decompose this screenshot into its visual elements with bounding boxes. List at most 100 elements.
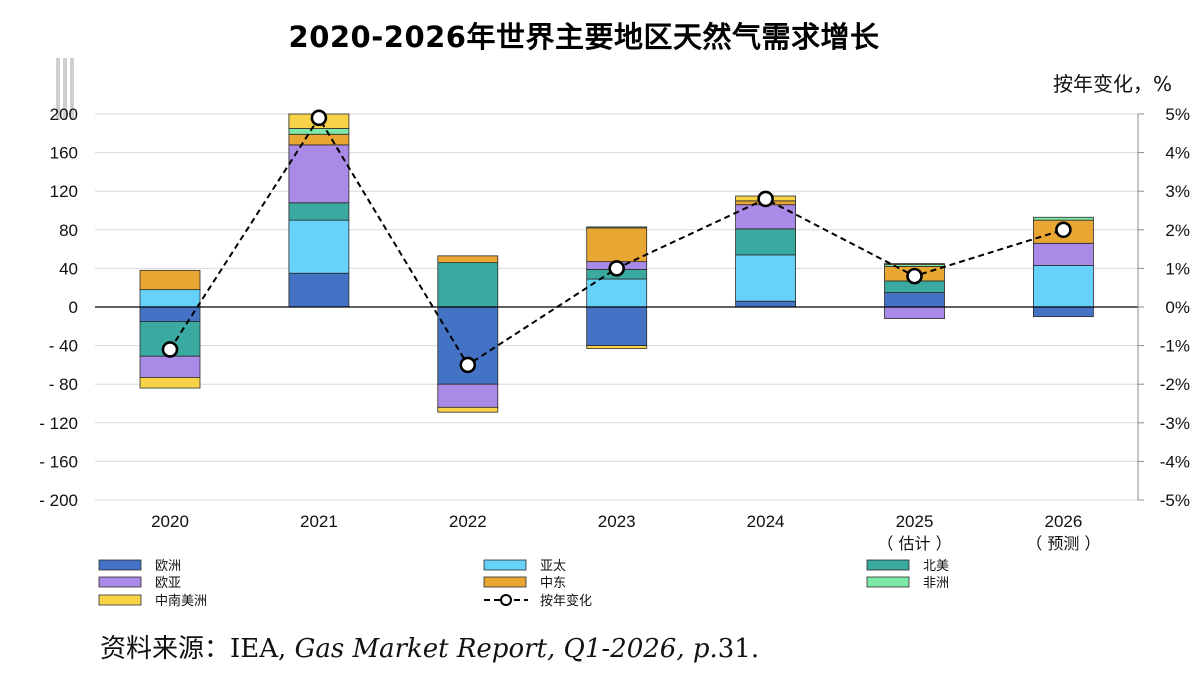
gridlines (56, 58, 1138, 501)
decor-stripe-1 (63, 58, 67, 120)
bar-segment-2022-中东 (437, 255, 499, 264)
bar-segment-2020-中东 (139, 269, 201, 291)
chart-title: 2020-2026年世界主要地区天然气需求增长 (288, 20, 880, 54)
bar-segment-2023-亚太 (586, 278, 648, 308)
legend-swatch-亚太 (483, 559, 527, 571)
legend-label-非洲: 非洲 (923, 576, 949, 591)
x-tick-label: 2024 (747, 512, 785, 531)
bar-segment-2023-中南美洲 (586, 345, 648, 349)
legend-label-北美: 北美 (923, 559, 949, 574)
y2-tick-label: 2% (1165, 221, 1190, 240)
source-prefix: 资料来源：IEA, (100, 634, 295, 664)
legend-label-亚太: 亚太 (540, 559, 566, 574)
yoy-point-2026 (1055, 221, 1072, 239)
x-tick-label: 2020 (151, 512, 189, 531)
y-tick-label: - 160 (39, 452, 78, 471)
legend-label-中南美洲: 中南美洲 (155, 593, 207, 609)
y2-tick-label: 4% (1165, 144, 1190, 163)
yoy-point-2025 (906, 267, 923, 285)
yoy-point-2022 (459, 356, 477, 374)
axes (95, 113, 1144, 501)
x-tick-label: 2022 (449, 512, 487, 531)
yoy-point-2024 (757, 190, 774, 208)
x-tick-label: 2023 (598, 512, 636, 531)
bar-segment-2025-欧亚 (884, 306, 945, 319)
bar-segment-2024-北美 (735, 228, 796, 256)
bar-segment-2021-亚太 (288, 219, 350, 274)
bar-segment-2022-中南美洲 (437, 406, 499, 413)
legend-label-yoy: 按年变化 (540, 593, 592, 609)
bar-segment-2021-中东 (288, 133, 350, 146)
bar-segment-2022-欧亚 (437, 383, 499, 408)
right-axis-label: 按年变化，% (1053, 72, 1172, 96)
y-tick-label: 80 (59, 221, 78, 240)
bar-segment-2021-欧洲 (288, 272, 350, 308)
bar-segment-2023-非洲 (586, 226, 648, 229)
x-tick-note: （ 估计 ） (877, 534, 951, 553)
bar-segment-2020-亚太 (139, 289, 201, 308)
tick-labels: 200 160 120 80 40 0 - 40 - 80 - 120 - 160 - 200 5% 4… (39, 72, 1190, 553)
bar-segment-2026-非洲 (1033, 216, 1094, 221)
x-tick-label: 2025 (896, 512, 934, 531)
bar-segment-2022-北美 (437, 262, 499, 308)
bars (139, 113, 1094, 413)
y-tick-label: - 200 (39, 491, 78, 510)
bar-segment-2021-北美 (288, 202, 350, 221)
y2-tick-label: -2% (1160, 375, 1190, 394)
y-tick-label: - 120 (39, 414, 78, 433)
y-tick-label: - 80 (49, 375, 78, 394)
legend-label-中东: 中东 (540, 576, 566, 591)
bar-segment-2023-欧洲 (586, 306, 648, 346)
source-report: Gas Market Report, Q1-2026, p. (294, 634, 718, 664)
bar-segment-2025-中南美洲 (884, 263, 945, 265)
x-tick-label: 2026 (1044, 512, 1082, 531)
yoy-point-2020 (161, 341, 179, 358)
legend-swatch-中南美洲 (98, 594, 142, 606)
y2-tick-label: -4% (1160, 452, 1190, 471)
source-citation: 资料来源：IEA, Gas Market Report, Q1-2026, p.… (100, 628, 759, 665)
y-tick-label: 120 (50, 182, 78, 201)
legend-label-欧亚: 欧亚 (155, 576, 181, 591)
bar-segment-2021-非洲 (288, 128, 350, 135)
bar-segment-2026-欧洲 (1033, 306, 1094, 318)
legend-swatch-yoy-marker (500, 594, 512, 606)
y2-tick-label: 1% (1165, 259, 1190, 278)
bar-segment-2020-欧亚 (139, 355, 201, 378)
source-page: 31. (717, 634, 760, 664)
y2-tick-label: 0% (1165, 298, 1190, 317)
y-tick-label: 160 (50, 144, 78, 163)
bar-segment-2025-欧洲 (884, 292, 945, 308)
bar-segment-2026-亚太 (1033, 265, 1094, 308)
yoy-point-2021 (310, 109, 328, 127)
x-tick-note: （ 预测 ） (1026, 534, 1100, 553)
y-tick-label: - 40 (49, 337, 78, 356)
bar-segment-2026-欧亚 (1033, 242, 1094, 266)
bar-segment-2021-欧亚 (288, 144, 350, 204)
bar-segment-2020-中南美洲 (139, 377, 201, 389)
y2-tick-label: -1% (1160, 337, 1190, 356)
y2-tick-label: -5% (1160, 491, 1190, 510)
y-tick-label: 40 (59, 259, 78, 278)
x-tick-label: 2021 (300, 512, 338, 531)
y2-tick-label: 5% (1165, 105, 1190, 124)
bar-segment-2023-中东 (586, 227, 648, 263)
legend-swatch-非洲 (866, 576, 910, 588)
y-tick-label: 0 (69, 298, 78, 317)
y2-tick-label: -3% (1160, 414, 1190, 433)
bar-segment-2024-欧洲 (735, 300, 796, 308)
decor-stripe-2 (70, 58, 74, 120)
decor-stripe-0 (56, 58, 60, 120)
legend-swatch-北美 (866, 559, 910, 571)
yoy-point-2023 (608, 260, 626, 277)
y2-tick-label: 3% (1165, 182, 1190, 201)
bar-segment-2024-亚太 (735, 254, 796, 302)
legend-swatch-中东 (483, 576, 527, 588)
yoy-line (161, 109, 1072, 374)
legend-swatch-欧亚 (98, 576, 142, 588)
y-tick-label: 200 (50, 105, 78, 124)
legend-label-欧洲: 欧洲 (155, 559, 181, 574)
legend-swatch-欧洲 (98, 559, 142, 571)
bar-segment-2020-欧洲 (139, 306, 201, 322)
